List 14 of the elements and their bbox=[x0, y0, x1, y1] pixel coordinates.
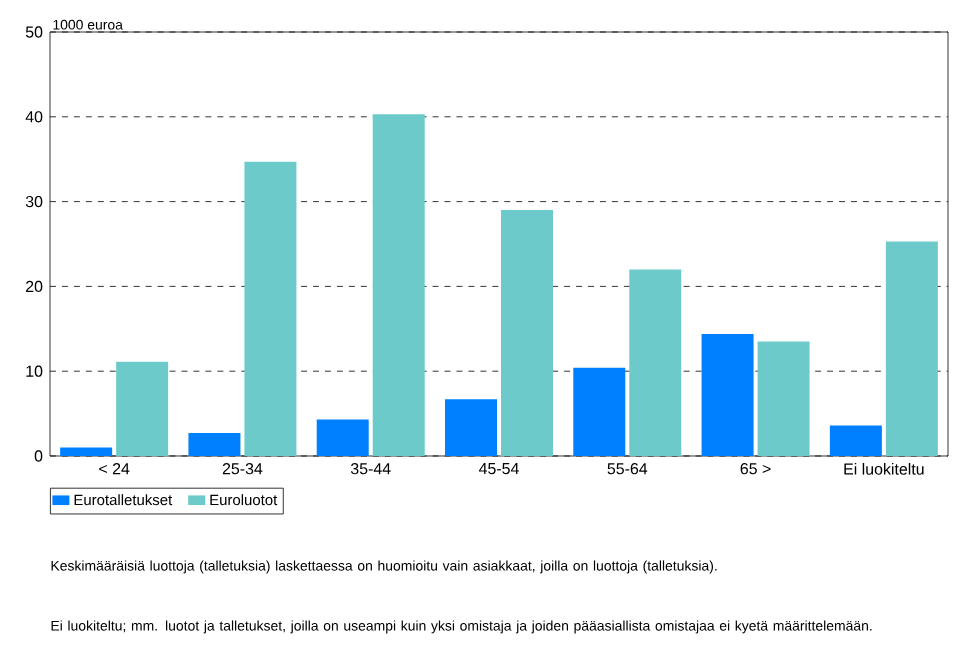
bar bbox=[116, 361, 169, 456]
bar bbox=[501, 210, 553, 456]
bar bbox=[60, 447, 113, 456]
bar bbox=[316, 419, 369, 456]
bar bbox=[829, 425, 882, 456]
bar bbox=[188, 433, 241, 456]
bar bbox=[445, 399, 497, 456]
bar bbox=[757, 341, 810, 456]
bar bbox=[701, 333, 754, 456]
bar bbox=[372, 114, 425, 456]
bar bbox=[573, 367, 626, 456]
bar bbox=[885, 241, 938, 456]
bar bbox=[629, 269, 682, 456]
bar bbox=[244, 161, 297, 456]
